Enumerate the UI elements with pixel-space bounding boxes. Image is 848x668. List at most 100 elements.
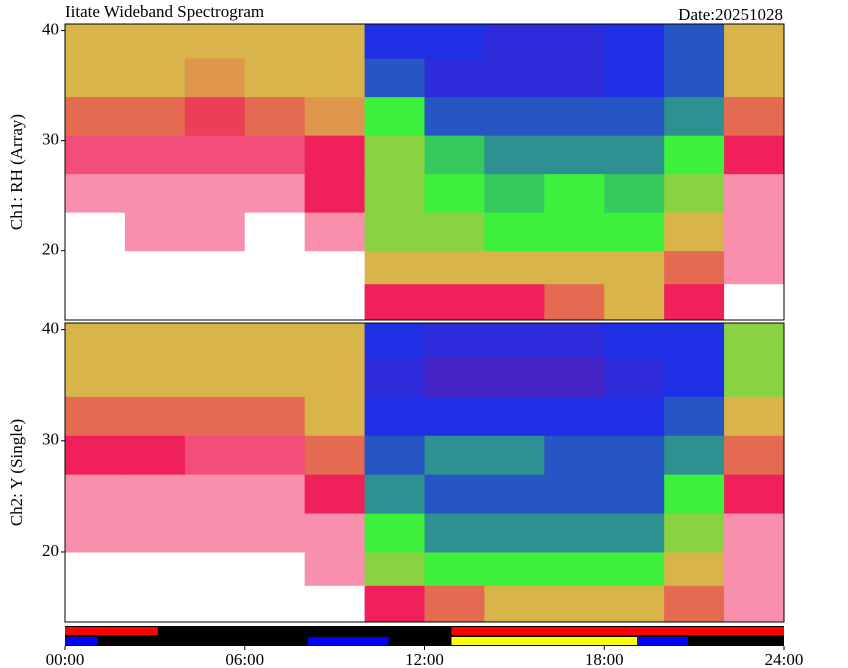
spectrogram-cell xyxy=(364,474,425,514)
spectrogram-cell xyxy=(364,585,425,623)
spectrogram-cell xyxy=(364,173,425,213)
panel-frame xyxy=(64,23,785,321)
spectrogram-cell xyxy=(244,24,306,59)
spectrogram-cell xyxy=(484,96,545,136)
spectrogram-cell xyxy=(424,58,485,98)
spectrogram-cell xyxy=(604,96,665,136)
spectrogram-cell xyxy=(724,357,785,397)
spectrogram-cell xyxy=(124,96,186,136)
spectrogram-cell xyxy=(604,58,665,98)
spectrogram-cell xyxy=(724,283,785,321)
spectrogram-cell xyxy=(544,212,605,252)
spectrogram-cell xyxy=(424,283,485,321)
spectrogram-cell xyxy=(364,212,425,252)
spectrogram-cell xyxy=(664,435,725,475)
spectrogram-cell xyxy=(184,58,246,98)
spectrogram-cell xyxy=(304,585,366,623)
spectrogram-cell xyxy=(124,24,186,59)
spectrogram-cell xyxy=(124,396,186,436)
spectrogram-cell xyxy=(124,58,186,98)
spectrogram-cell xyxy=(184,396,246,436)
spectrogram-cell xyxy=(124,357,186,397)
spectrogram-cell xyxy=(304,96,366,136)
spectrogram-cell xyxy=(544,250,605,285)
spectrogram-cell xyxy=(184,323,246,358)
spectrogram-cell xyxy=(65,24,126,59)
spectrogram-cell xyxy=(544,474,605,514)
spectrogram-cell xyxy=(484,323,545,358)
spectrogram-cell xyxy=(604,24,665,59)
status-segment xyxy=(307,637,389,645)
date-label: Date:20251028 xyxy=(678,5,783,24)
spectrogram-cell xyxy=(304,474,366,514)
spectrogram-cell xyxy=(304,357,366,397)
spectrogram-cell xyxy=(604,173,665,213)
spectrogram-cell xyxy=(244,396,306,436)
spectrogram-cell xyxy=(424,513,485,553)
spectrogram-cell xyxy=(484,212,545,252)
spectrogram-cell xyxy=(544,435,605,475)
spectrogram-cell xyxy=(724,551,785,586)
spectrogram-cell xyxy=(65,435,126,475)
spectrogram-cell xyxy=(484,474,545,514)
spectrogram-cell xyxy=(184,513,246,553)
spectrogram-cell xyxy=(664,96,725,136)
x-tick-label: 06:00 xyxy=(225,650,264,668)
spectrogram-cell xyxy=(724,513,785,553)
spectrogram-cell xyxy=(724,58,785,98)
spectrogram-cell xyxy=(544,173,605,213)
spectrogram-cell xyxy=(65,283,126,321)
spectrogram-cell xyxy=(664,173,725,213)
spectrogram-cell xyxy=(484,551,545,586)
spectrogram-cell xyxy=(604,585,665,623)
spectrogram-cell xyxy=(65,323,126,358)
spectrogram-cell xyxy=(184,212,246,252)
spectrogram-cell xyxy=(244,96,306,136)
spectrogram-cell xyxy=(124,323,186,358)
spectrogram-cell xyxy=(364,396,425,436)
spectrogram-cell xyxy=(484,24,545,59)
spectrogram-cell xyxy=(124,173,186,213)
spectrogram-cell xyxy=(424,135,485,175)
spectrogram-cell xyxy=(184,283,246,321)
spectrogram-cell xyxy=(424,435,485,475)
y-tick-label: 40 xyxy=(42,20,59,39)
spectrogram-cell xyxy=(364,435,425,475)
spectrogram-cell xyxy=(364,135,425,175)
spectrogram-cell xyxy=(724,435,785,475)
spectrogram-cell xyxy=(484,396,545,436)
spectrogram-cell xyxy=(604,283,665,321)
spectrogram-cell xyxy=(424,24,485,59)
spectrogram-cell xyxy=(304,212,366,252)
spectrogram-cell xyxy=(65,58,126,98)
y-tick-label: 20 xyxy=(42,240,59,259)
spectrogram-cell xyxy=(664,585,725,623)
spectrogram-cell xyxy=(424,96,485,136)
spectrogram-cell xyxy=(124,474,186,514)
spectrogram-cell xyxy=(664,357,725,397)
spectrogram-cell xyxy=(244,135,306,175)
spectrogram-cell xyxy=(304,283,366,321)
status-segment xyxy=(451,637,638,645)
spectrogram-cell xyxy=(544,58,605,98)
spectrogram-cell xyxy=(424,551,485,586)
x-tick-label: 00:00 xyxy=(46,650,85,668)
spectrogram-cell xyxy=(65,173,126,213)
spectrogram-cell xyxy=(604,212,665,252)
spectrogram-cell xyxy=(664,396,725,436)
y-axis-label: Ch1: RH (Array) xyxy=(7,114,26,230)
spectrogram-cell xyxy=(604,474,665,514)
spectrogram-cell xyxy=(244,58,306,98)
spectrogram-cell xyxy=(724,585,785,623)
spectrogram-cell xyxy=(544,513,605,553)
spectrogram-cell xyxy=(184,551,246,586)
spectrogram-cell xyxy=(184,474,246,514)
spectrogram-cell xyxy=(184,24,246,59)
spectrogram-cell xyxy=(724,250,785,285)
spectrogram-cell xyxy=(724,173,785,213)
spectrogram-cell xyxy=(604,135,665,175)
spectrogram-cell xyxy=(664,283,725,321)
spectrogram-cell xyxy=(604,250,665,285)
spectrogram-cell xyxy=(244,283,306,321)
